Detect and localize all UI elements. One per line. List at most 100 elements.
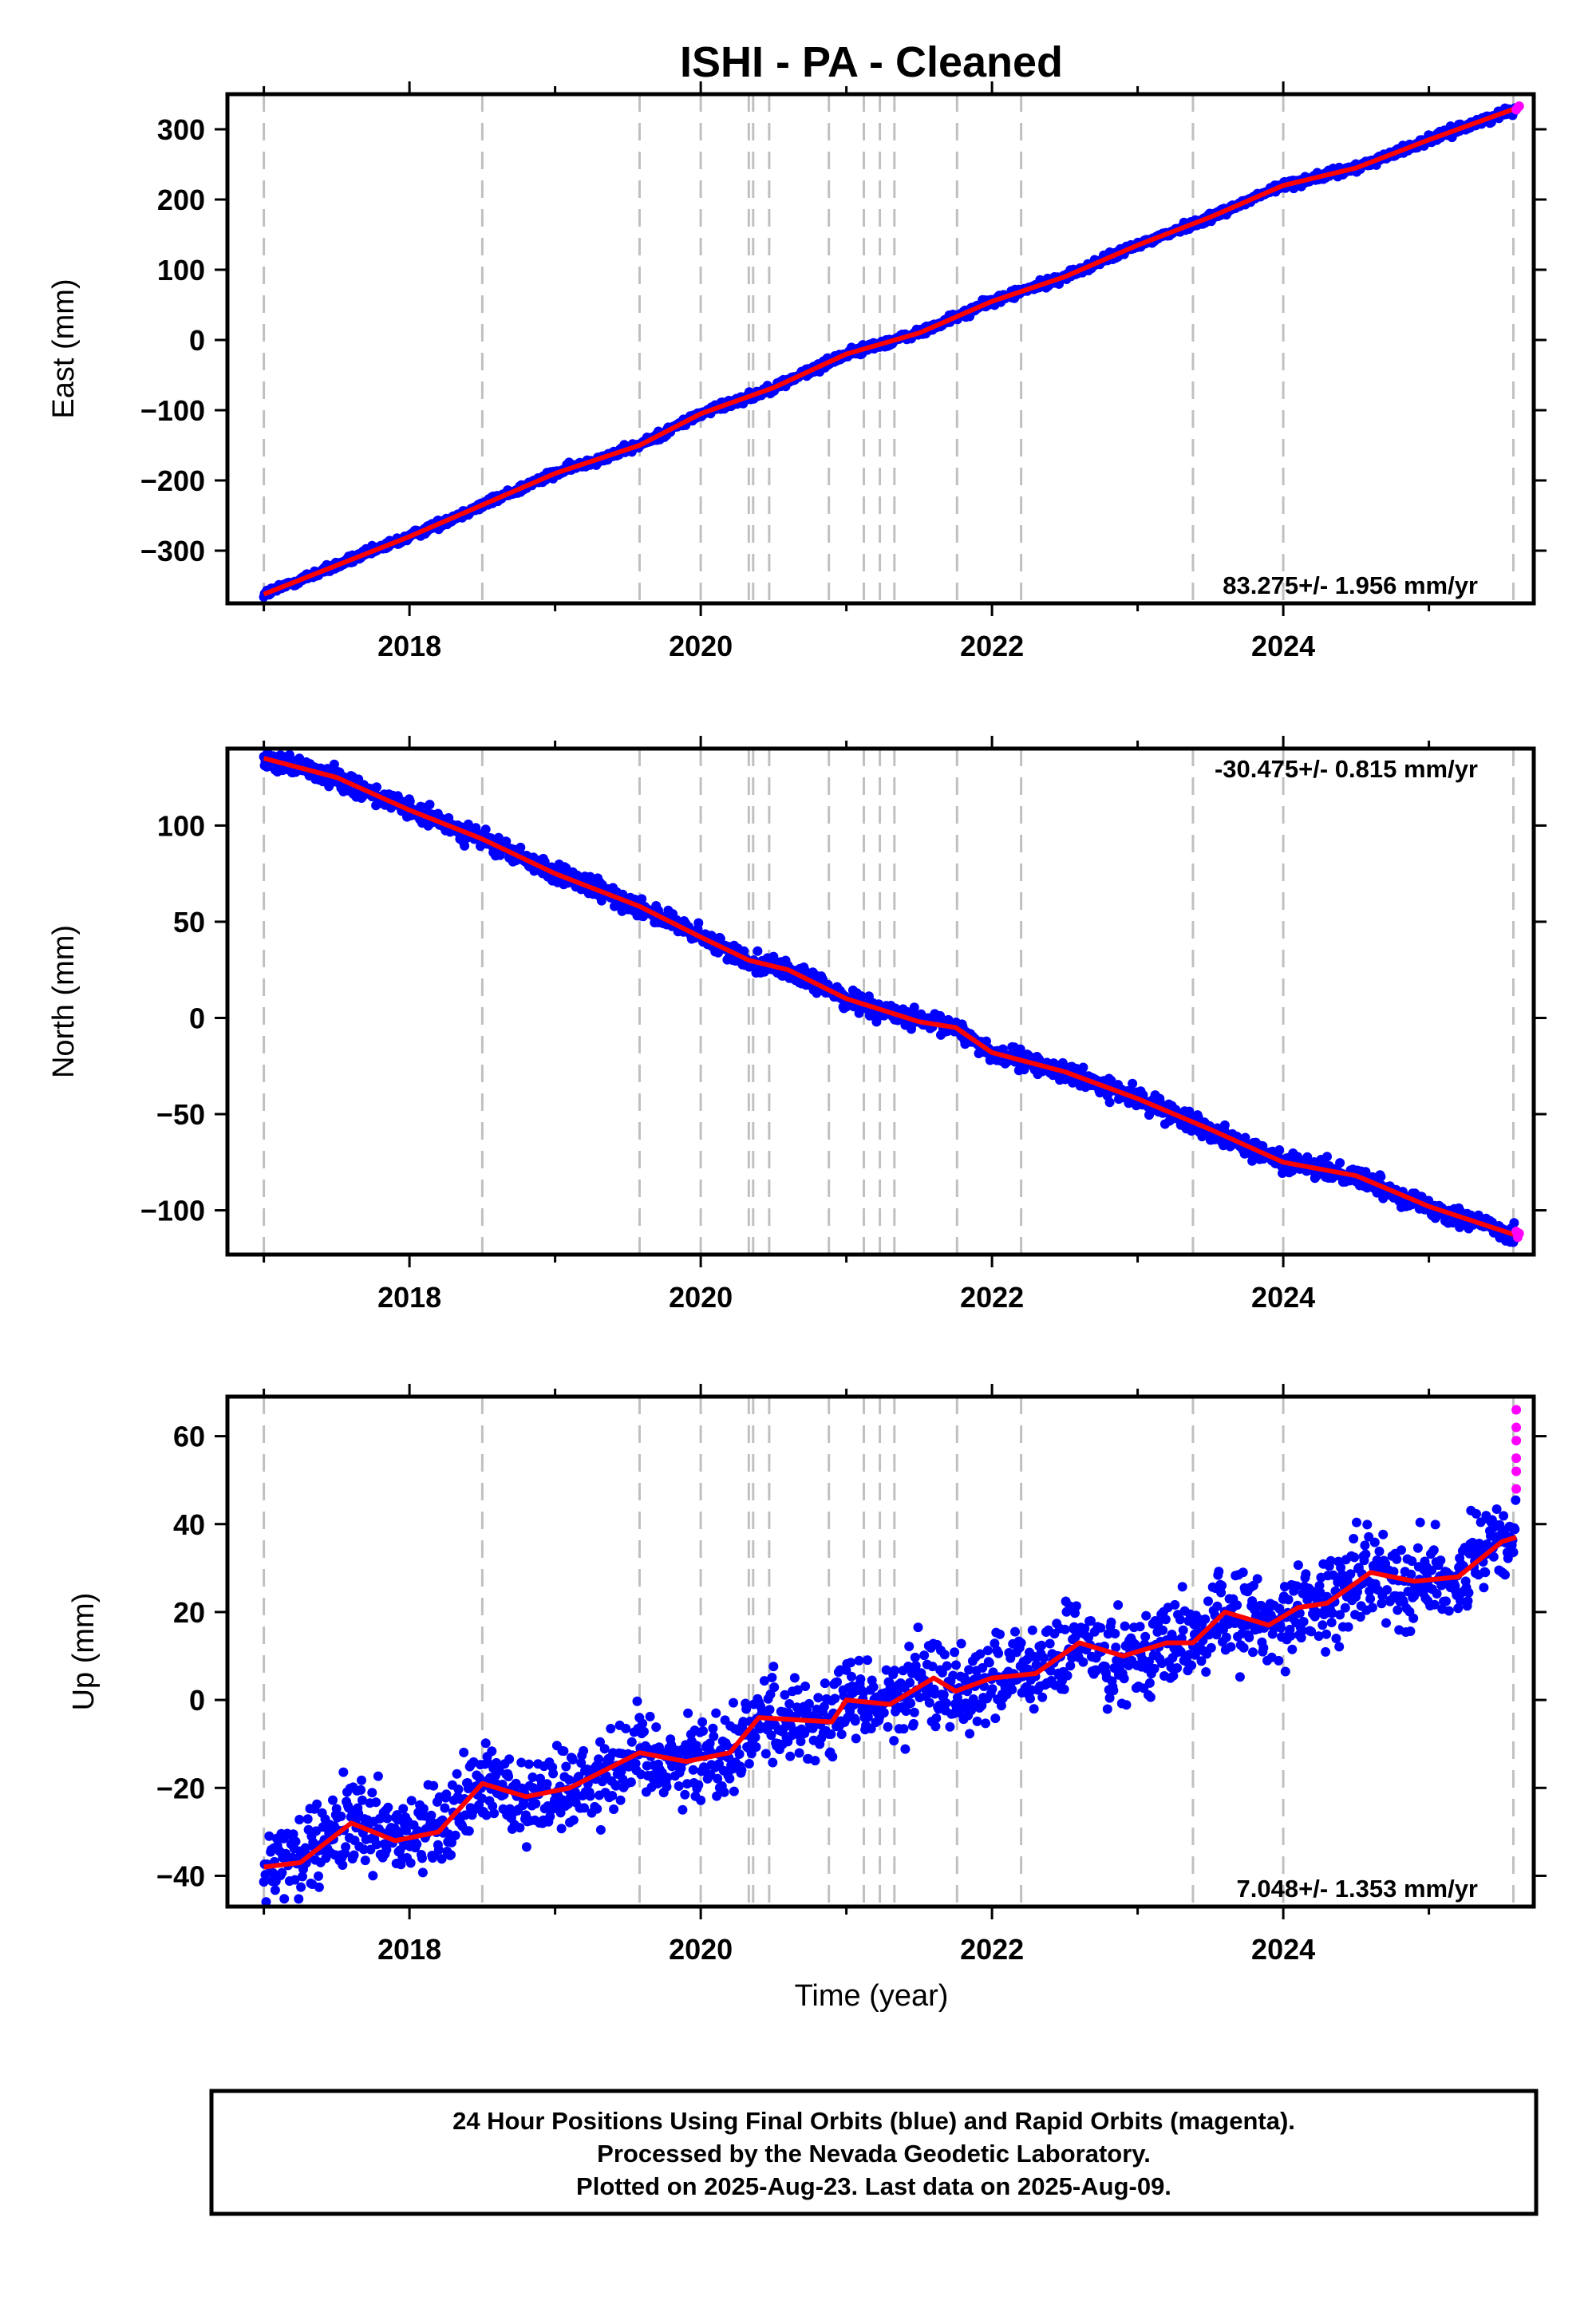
up-final-point-335: [515, 1823, 525, 1833]
up-final-point-1390: [1314, 1631, 1324, 1642]
up-final-point-1457: [1365, 1586, 1375, 1596]
east-x-tick-label-1: 2020: [669, 630, 733, 662]
up-final-point-1058: [1062, 1670, 1073, 1681]
up-final-point-406: [568, 1815, 579, 1825]
up-final-point-399: [563, 1799, 574, 1809]
up-final-point-291: [481, 1810, 492, 1820]
up-final-point-844: [900, 1744, 911, 1754]
north-final-point-788: [856, 991, 867, 1002]
up-final-point-101: [338, 1860, 348, 1870]
up-final-point-1290: [1238, 1567, 1248, 1578]
up-final-point-557: [683, 1708, 693, 1718]
up-final-point-1346: [1280, 1666, 1290, 1677]
up-final-point-668: [767, 1673, 777, 1682]
up-final-point-883: [930, 1689, 940, 1699]
east-y-tick-label-5: −200: [140, 464, 205, 497]
up-final-point-1419: [1336, 1563, 1346, 1573]
up-final-point-571: [693, 1780, 704, 1790]
up-final-point-245: [447, 1837, 456, 1848]
up-final-point-1470: [1374, 1546, 1385, 1556]
up-final-point-405: [567, 1754, 578, 1765]
up-final-point-1055: [1060, 1624, 1070, 1634]
up-final-point-282: [475, 1773, 485, 1784]
up-final-point-393: [559, 1746, 569, 1757]
up-final-point-400: [564, 1775, 575, 1785]
up-final-point-738: [820, 1678, 830, 1689]
up-final-point-1188: [1160, 1614, 1171, 1625]
up-final-point-1079: [1078, 1657, 1088, 1667]
east-y-tick-label-4: −100: [140, 394, 205, 427]
up-final-point-794: [863, 1655, 872, 1666]
east-y-tick-label-6: −300: [140, 535, 205, 567]
up-final-point-1102: [1096, 1622, 1106, 1633]
up-final-point-483: [626, 1737, 637, 1747]
up-final-point-802: [868, 1682, 879, 1692]
up-final-point-304: [492, 1757, 501, 1768]
up-final-point-997: [1016, 1638, 1026, 1648]
up-final-point-625: [734, 1749, 745, 1759]
up-final-point-1418: [1335, 1610, 1345, 1620]
up-final-point-396: [561, 1761, 571, 1772]
up-final-point-899: [942, 1661, 952, 1671]
up-final-point-102: [338, 1767, 349, 1777]
up-final-point-842: [899, 1724, 909, 1734]
up-final-point-503: [642, 1761, 652, 1771]
north-y-tick-label-0: 100: [157, 809, 205, 842]
up-final-point-420: [579, 1803, 589, 1813]
up-final-point-928: [964, 1665, 974, 1675]
up-final-point-1167: [1144, 1678, 1155, 1688]
north-final-point-573: [693, 918, 704, 928]
up-final-point-1200: [1170, 1599, 1180, 1610]
east-y-tick-label-3: 0: [189, 324, 205, 357]
up-final-point-911: [951, 1660, 961, 1670]
up-final-point-337: [516, 1757, 527, 1768]
up-final-point-666: [765, 1690, 776, 1699]
up-final-point-1054: [1059, 1684, 1069, 1694]
up-final-point-772: [846, 1658, 856, 1668]
up-final-point-918: [956, 1638, 966, 1649]
up-final-point-482: [626, 1777, 636, 1788]
up-final-point-1456: [1364, 1531, 1374, 1542]
up-final-point-1417: [1334, 1642, 1345, 1652]
up-final-point-692: [785, 1751, 796, 1761]
up-final-point-959: [987, 1684, 998, 1694]
up-final-point-1161: [1140, 1631, 1151, 1642]
up-final-point-1489: [1389, 1567, 1399, 1577]
up-final-point-665: [764, 1705, 775, 1715]
up-final-point-2: [260, 1870, 271, 1880]
up-final-point-1009: [1025, 1694, 1035, 1704]
up-final-point-1340: [1276, 1622, 1286, 1633]
north-final-point-218: [425, 800, 435, 810]
up-final-point-36: [288, 1829, 298, 1840]
up-final-point-1458: [1365, 1594, 1376, 1604]
up-final-point-545: [674, 1781, 684, 1791]
up-final-point-1268: [1221, 1632, 1231, 1642]
up-final-point-192: [406, 1796, 417, 1806]
up-final-point-1274: [1226, 1642, 1236, 1652]
up-final-point-638: [744, 1759, 754, 1769]
east-y-tick-label-0: 300: [157, 113, 205, 146]
up-final-point-439: [594, 1754, 604, 1765]
up-final-point-1432: [1345, 1569, 1356, 1579]
up-final-point-1303: [1248, 1647, 1258, 1658]
up-final-point-943: [975, 1649, 986, 1659]
up-final-point-148: [373, 1771, 383, 1781]
up-final-point-1121: [1110, 1629, 1120, 1638]
up-final-point-725: [810, 1756, 820, 1766]
up-final-point-99: [336, 1811, 346, 1821]
up-final-point-785: [855, 1674, 866, 1684]
up-final-point-252: [452, 1769, 462, 1779]
up-final-point-46: [296, 1882, 306, 1892]
up-final-point-145: [371, 1797, 381, 1808]
up-final-point-671: [769, 1682, 780, 1693]
up-final-point-1133: [1119, 1674, 1129, 1684]
up-final-point-967: [994, 1648, 1004, 1658]
up-final-point-131: [360, 1856, 370, 1866]
up-final-point-845: [901, 1706, 911, 1716]
up-final-point-618: [729, 1786, 739, 1796]
up-final-point-893: [937, 1667, 947, 1678]
up-final-point-617: [729, 1697, 738, 1708]
east-y-tick-label-2: 100: [157, 254, 205, 287]
